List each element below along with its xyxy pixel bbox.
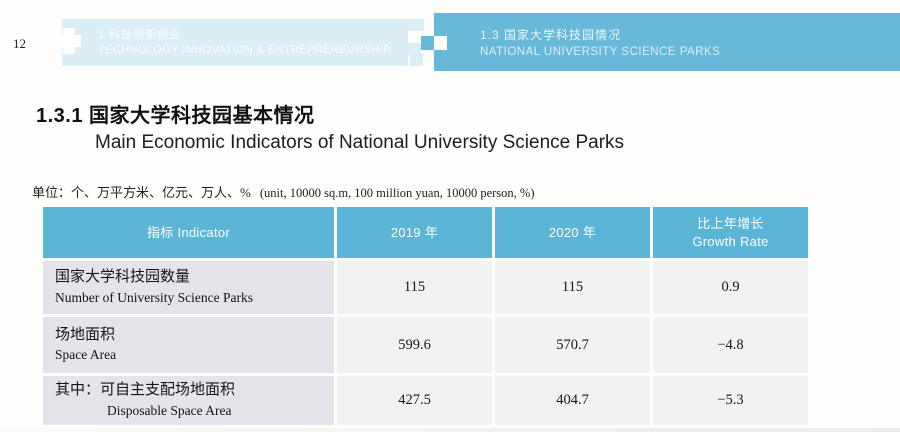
- value-2019: 427.5: [337, 376, 492, 425]
- puzzle-notch-decoration: [55, 35, 81, 47]
- value-2019: 115: [337, 261, 492, 314]
- section-banner-title-en: NATIONAL UNIVERSITY SCIENCE PARKS: [480, 46, 721, 58]
- section-title-en: Main Economic Indicators of National Uni…: [95, 132, 625, 153]
- column-header-2019: 2019 年: [337, 207, 492, 258]
- value-2019: 599.6: [337, 317, 492, 373]
- section-banner-title-zh: 1.3 国家大学科技园情况: [480, 28, 622, 42]
- indicators-table: 指标 Indicator 2019 年 2020 年 比上年增长 Growth …: [43, 207, 808, 425]
- chapter-banner: 1 科技创新创业 TECHNOLOGY INNOVATION & ENTREPR…: [62, 19, 408, 66]
- chapter-title-en: TECHNOLOGY INNOVATION & ENTREPRENEURSHIP: [98, 44, 391, 56]
- unit-note-zh: 单位：个、万平方米、亿元、万人、%: [32, 185, 251, 200]
- page-number: 12: [13, 36, 26, 51]
- unit-note-en: (unit, 10000 sq.m, 100 million yuan, 100…: [259, 186, 535, 200]
- section-title-zh: 1.3.1 国家大学科技园基本情况: [36, 105, 315, 127]
- value-growth: 0.9: [653, 261, 808, 314]
- puzzle-step-decoration: [410, 54, 423, 66]
- value-2020: 115: [495, 261, 650, 314]
- row-label: 国家大学科技园数量 Number of University Science P…: [43, 261, 334, 314]
- value-2020: 404.7: [495, 376, 650, 425]
- column-header-growth: 比上年增长 Growth Rate: [653, 207, 808, 258]
- puzzle-step-decoration: [408, 19, 424, 31]
- column-header-2020: 2020 年: [495, 207, 650, 258]
- row-label: 场地面积 Space Area: [43, 317, 334, 373]
- section-banner: 1.3 国家大学科技园情况 NATIONAL UNIVERSITY SCIENC…: [434, 13, 900, 71]
- value-growth: −4.8: [653, 317, 808, 373]
- puzzle-step-decoration: [421, 36, 434, 50]
- chapter-title-zh: 1 科技创新创业: [98, 29, 182, 41]
- scan-edge-shadow: [0, 428, 900, 432]
- value-2020: 570.7: [495, 317, 650, 373]
- puzzle-step-decoration: [408, 43, 421, 55]
- unit-note: 单位：个、万平方米、亿元、万人、% (unit, 10000 sq.m, 100…: [32, 182, 534, 202]
- row-label: 其中：可自主支配场地面积 Disposable Space Area: [43, 376, 334, 425]
- puzzle-notch-decoration: [434, 36, 447, 50]
- value-growth: −5.3: [653, 376, 808, 425]
- column-header-indicator: 指标 Indicator: [43, 207, 334, 258]
